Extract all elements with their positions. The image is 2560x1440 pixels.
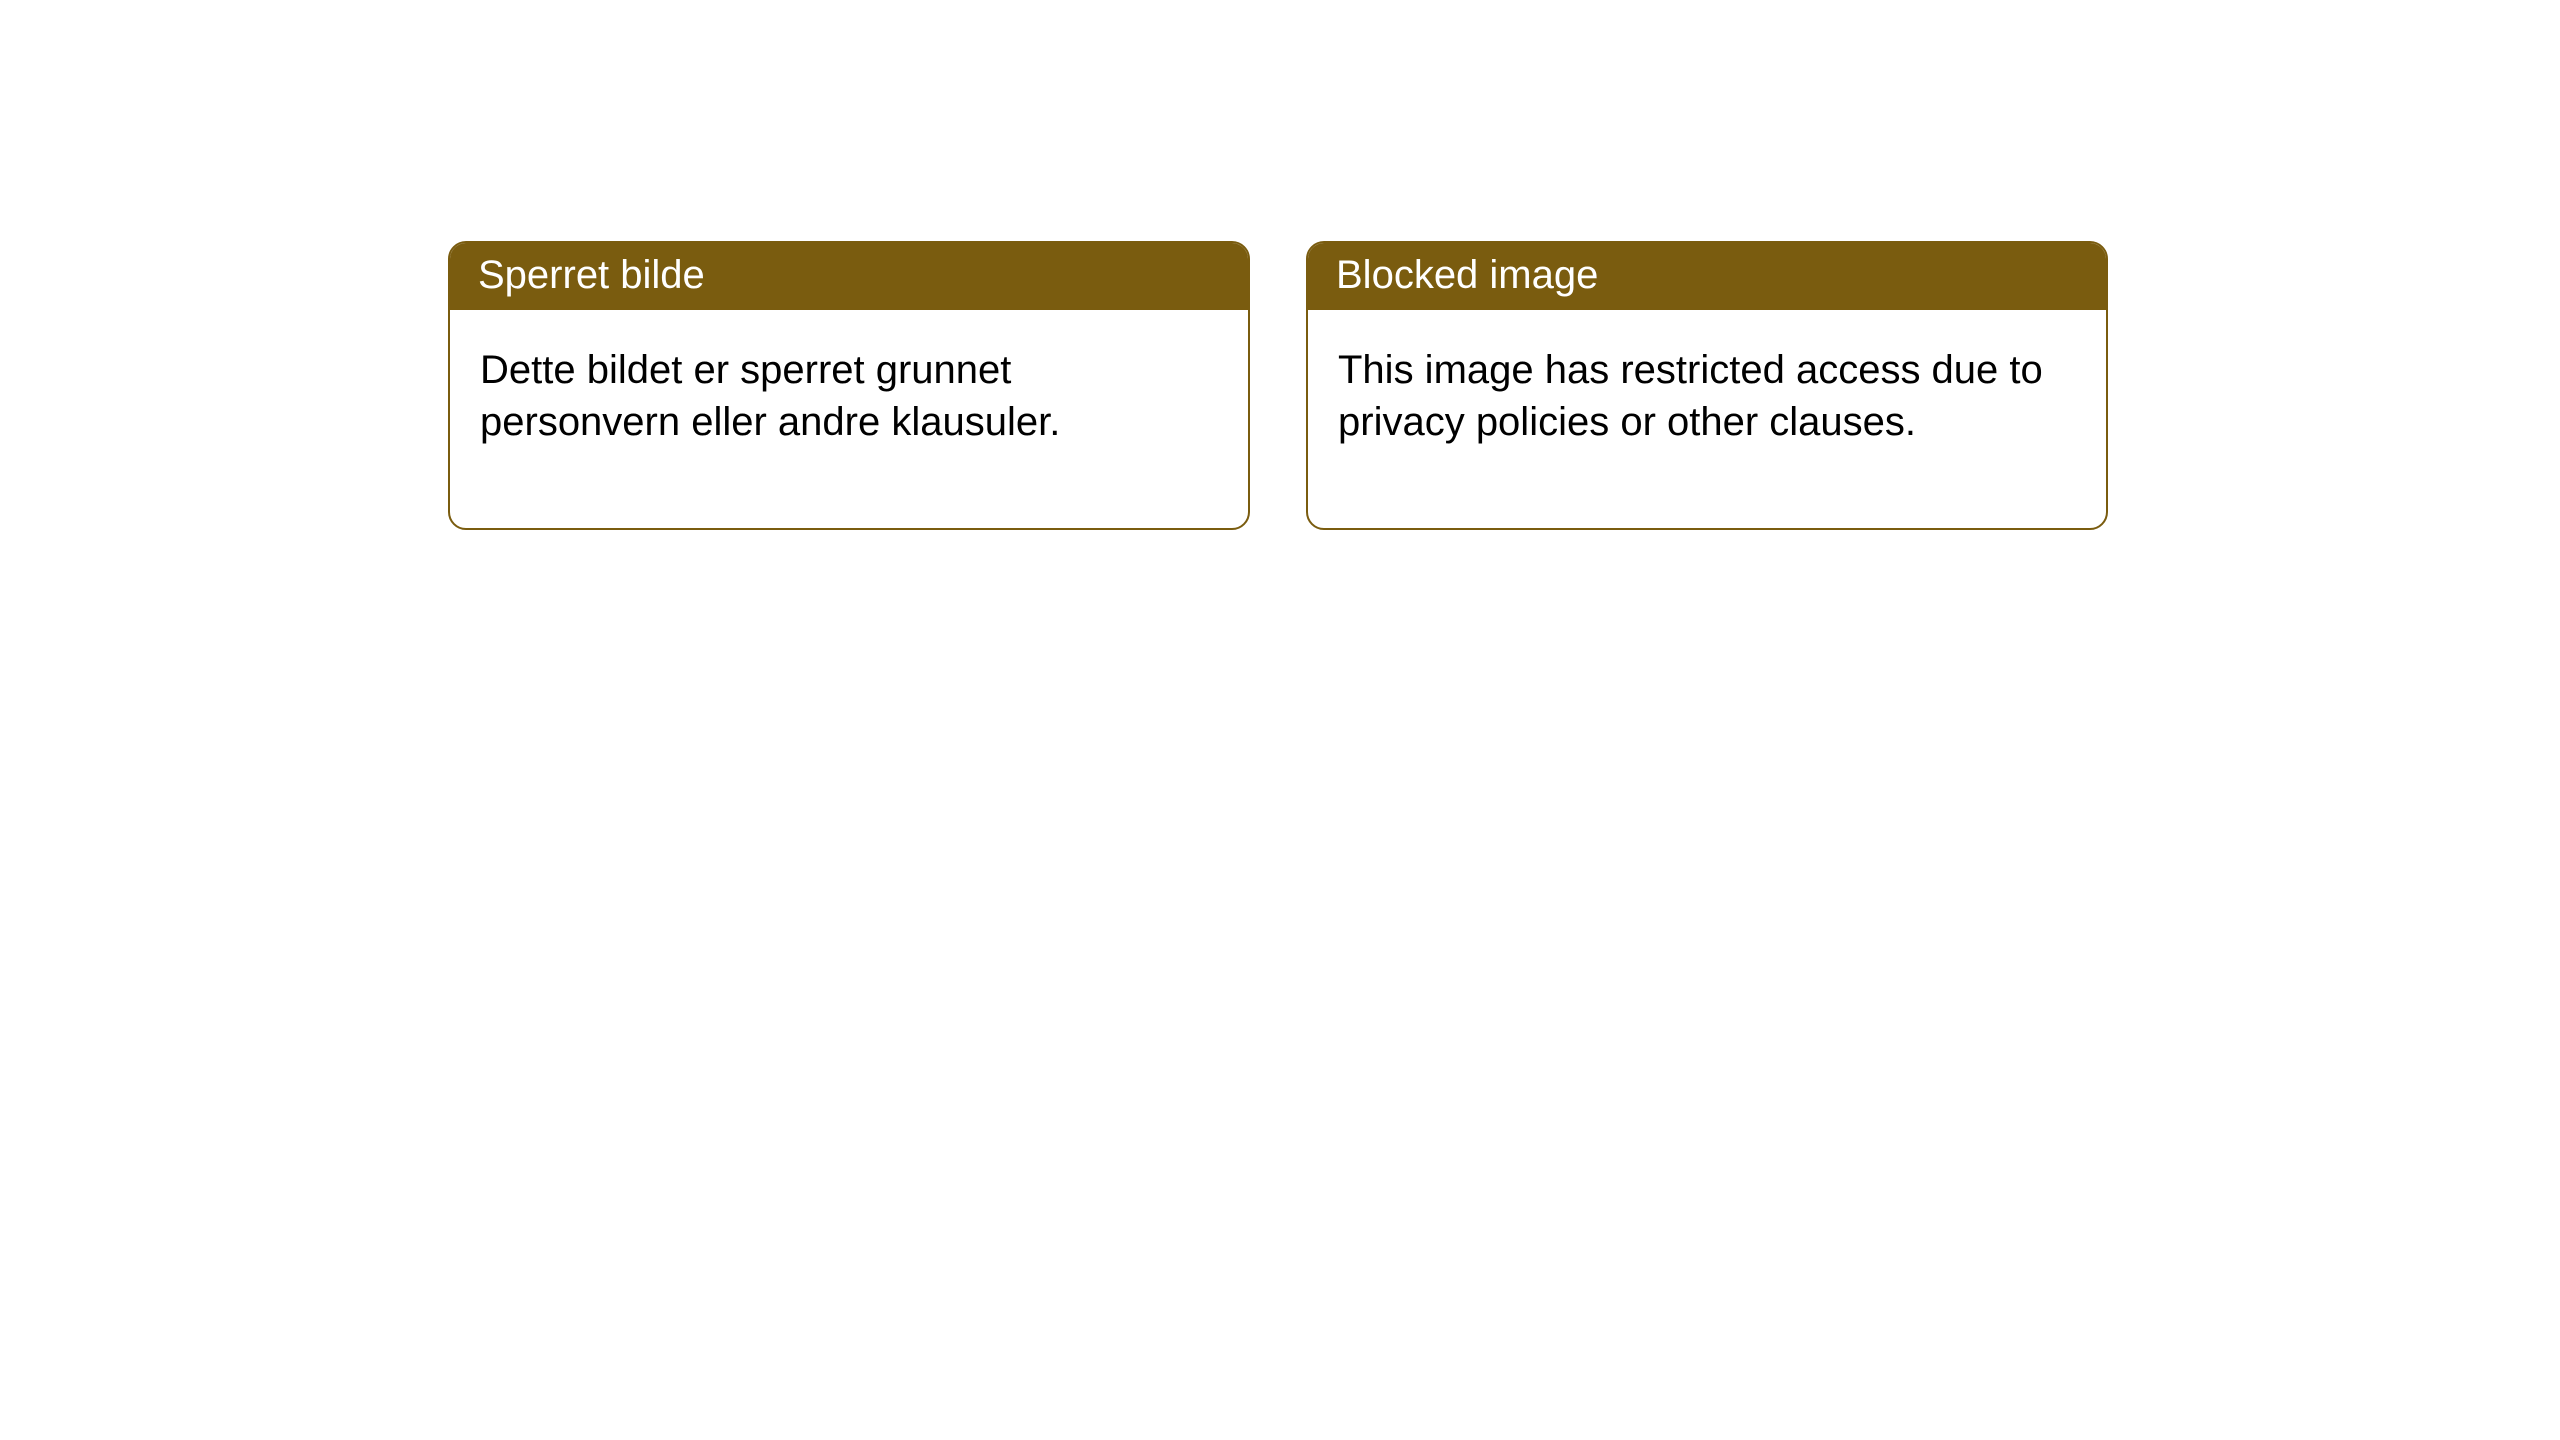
notice-panel-body: This image has restricted access due to … bbox=[1308, 310, 2106, 528]
notice-panels-container: Sperret bilde Dette bildet er sperret gr… bbox=[448, 241, 2108, 530]
notice-panel-body: Dette bildet er sperret grunnet personve… bbox=[450, 310, 1248, 528]
notice-panel-title: Blocked image bbox=[1308, 243, 2106, 310]
notice-panel-no: Sperret bilde Dette bildet er sperret gr… bbox=[448, 241, 1250, 530]
notice-panel-en: Blocked image This image has restricted … bbox=[1306, 241, 2108, 530]
notice-panel-title: Sperret bilde bbox=[450, 243, 1248, 310]
